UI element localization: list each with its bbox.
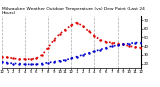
Text: Milwaukee Weather Outdoor Temperature (vs) Dew Point (Last 24 Hours): Milwaukee Weather Outdoor Temperature (v…	[2, 7, 144, 15]
